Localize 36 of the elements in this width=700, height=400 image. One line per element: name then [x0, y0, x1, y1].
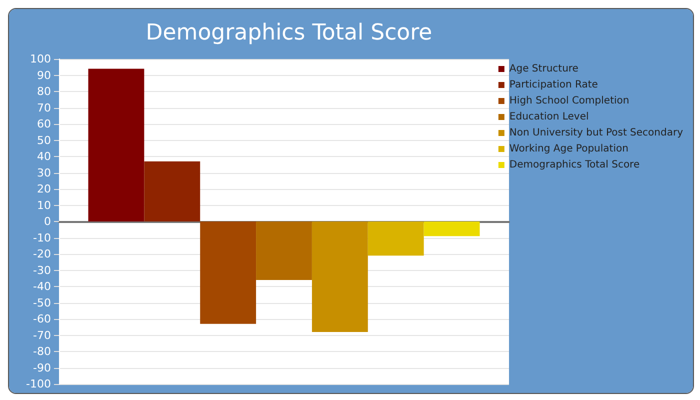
- y-tick-label: 70: [37, 101, 51, 114]
- y-tick-label: -90: [33, 361, 51, 374]
- y-tick-label: 100: [30, 52, 51, 66]
- y-tick-label: 10: [37, 198, 51, 212]
- bar: [200, 222, 256, 324]
- bar: [424, 222, 480, 236]
- y-tick-label: -40: [33, 280, 51, 293]
- y-tick-label: -100: [26, 378, 51, 390]
- y-tick-label: -30: [33, 264, 51, 277]
- bar: [312, 222, 368, 332]
- chart-title: Demographics Total Score: [146, 20, 432, 46]
- bar: [256, 222, 312, 280]
- legend-label: High School Completion: [509, 96, 630, 106]
- y-tick-label: 80: [37, 85, 51, 98]
- y-tick-label: -70: [33, 328, 51, 342]
- legend-label: Age Structure: [509, 64, 578, 74]
- bar: [88, 68, 144, 222]
- legend-label: Education Level: [509, 112, 589, 122]
- y-tick-label: -60: [33, 312, 51, 326]
- y-tick-label: 60: [37, 118, 51, 130]
- y-tick-label: 90: [37, 68, 51, 82]
- bar: [144, 161, 200, 222]
- y-tick-label: -80: [33, 345, 51, 358]
- legend-label: Working Age Population: [509, 144, 628, 154]
- legend-label: Demographics Total Score: [509, 160, 640, 170]
- y-tick-label: 20: [37, 182, 51, 196]
- legend-label: Non University but Post Secondary: [509, 128, 684, 138]
- y-tick-label: 50: [37, 134, 51, 147]
- y-tick-label: -10: [33, 231, 51, 244]
- y-tick-label: 30: [37, 166, 51, 180]
- legend-label: Participation Rate: [509, 80, 598, 90]
- y-tick-label: -50: [33, 296, 51, 310]
- y-tick-label: -20: [33, 248, 51, 260]
- y-tick-label: 40: [37, 150, 51, 163]
- bar: [368, 222, 424, 256]
- y-tick-label: 0: [44, 215, 51, 228]
